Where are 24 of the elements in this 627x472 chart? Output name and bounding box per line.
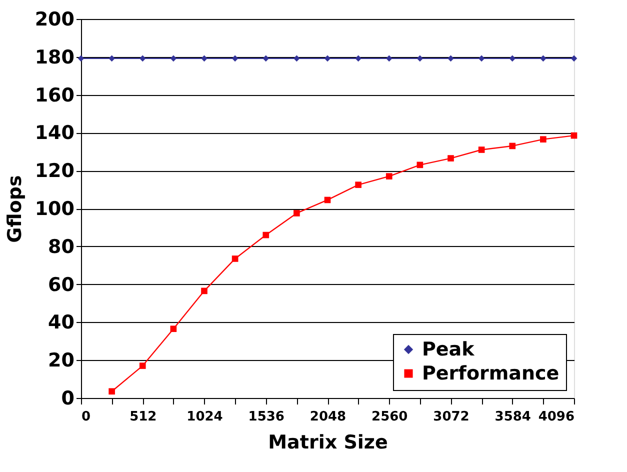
x-tick-label: 2560 <box>372 410 408 424</box>
y-tick-label: 80 <box>48 236 74 258</box>
x-axis-title: Matrix Size <box>268 432 388 454</box>
y-tick-label: 0 <box>61 388 74 410</box>
x-tick-label: 512 <box>130 410 157 424</box>
y-tick-label: 140 <box>34 122 74 144</box>
x-tick-label: 2048 <box>310 410 346 424</box>
x-tick-label: 3584 <box>494 410 531 424</box>
y-tick-label: 200 <box>34 8 74 30</box>
y-axis-title: Gflops <box>4 175 26 243</box>
y-tick-label: 40 <box>48 312 74 334</box>
x-tick-label: 4096 <box>538 410 574 424</box>
y-tick-label: 100 <box>34 198 74 220</box>
y-tick-label: 180 <box>34 46 74 68</box>
y-tick-label: 160 <box>34 84 74 106</box>
x-tick-label: 0 <box>82 410 91 424</box>
x-tick-label: 1024 <box>186 410 223 424</box>
legend-label: Performance <box>422 362 560 384</box>
legend-label: Peak <box>422 338 475 360</box>
y-tick-label: 60 <box>48 274 74 296</box>
x-tick-label: 1536 <box>248 410 284 424</box>
y-tick-label: 20 <box>48 350 74 372</box>
x-tick-label: 3072 <box>433 410 470 424</box>
y-tick-label: 120 <box>34 160 74 182</box>
